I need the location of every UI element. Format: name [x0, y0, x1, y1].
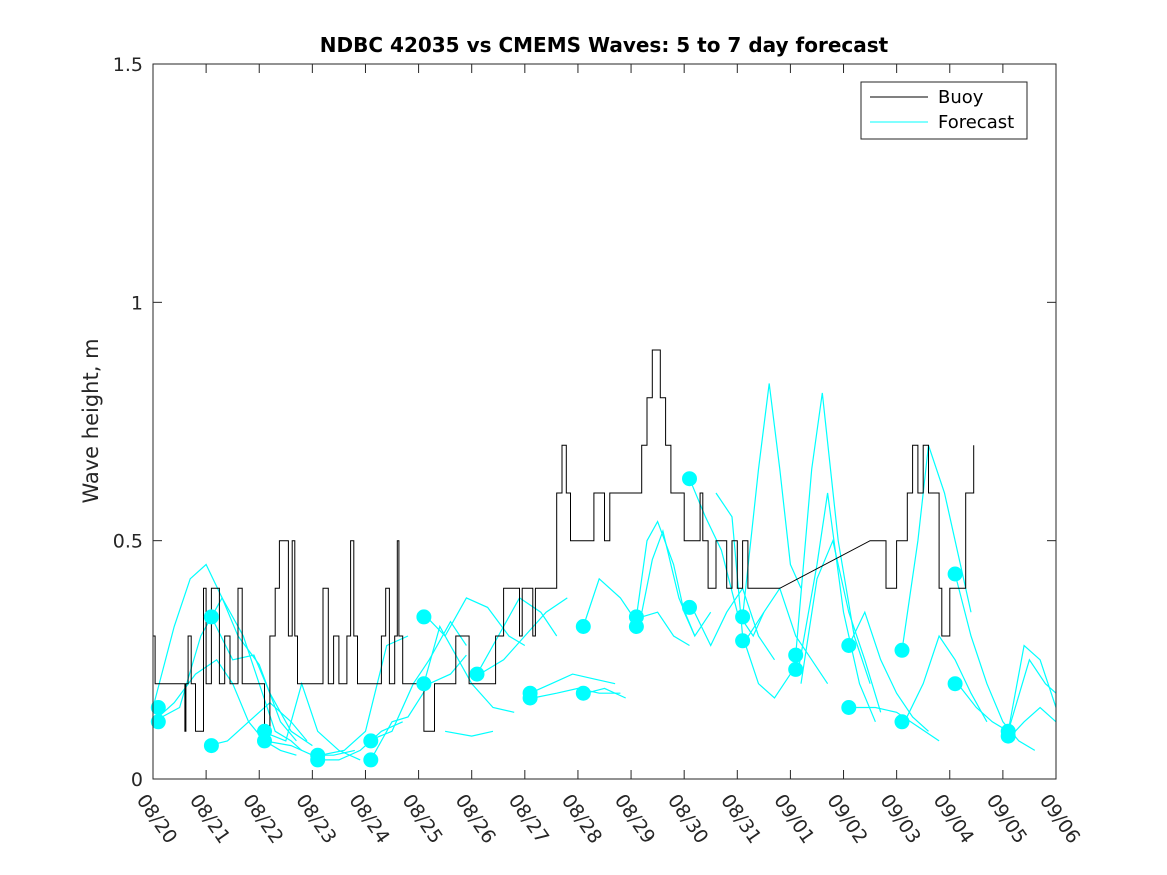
forecast-marker-7 — [310, 752, 326, 768]
forecast-run-28 — [795, 392, 871, 684]
forecast-run-26 — [742, 383, 802, 617]
forecast-run-5 — [261, 681, 361, 761]
forecast-marker-23 — [788, 647, 804, 663]
x-tick-label-1: 08/21 — [185, 790, 234, 847]
x-tick-label-15: 09/04 — [929, 790, 978, 847]
forecast-run-24 — [691, 586, 775, 661]
y-tick-label-0: 0 — [131, 769, 143, 791]
forecast-marker-29 — [947, 566, 963, 582]
forecast-marker-2 — [203, 609, 219, 625]
forecast-run-16 — [529, 673, 616, 694]
series-layer — [150, 349, 1057, 768]
y-tick-label-1: 0.5 — [113, 531, 143, 553]
forecast-marker-30 — [947, 676, 963, 692]
x-tick-label-7: 08/27 — [504, 790, 553, 847]
x-tick-label-5: 08/25 — [397, 790, 446, 847]
x-tick-label-4: 08/24 — [344, 790, 393, 847]
x-tick-label-16: 09/05 — [982, 790, 1031, 847]
forecast-run-4 — [210, 616, 313, 747]
x-tick-label-12: 09/01 — [769, 790, 818, 847]
forecast-marker-25 — [841, 638, 857, 653]
y-tick-label-3: 1.5 — [113, 54, 143, 76]
x-tick-label-6: 08/26 — [451, 790, 500, 847]
forecast-run-37 — [1007, 644, 1057, 732]
forecast-run-21 — [638, 529, 712, 638]
x-tick-label-14: 09/03 — [876, 790, 925, 847]
forecast-marker-5 — [257, 733, 272, 749]
y-axis-label: Wave height, m — [79, 338, 103, 503]
forecast-marker-27 — [894, 642, 910, 658]
forecast-run-38 — [1010, 706, 1057, 737]
plot-area — [153, 64, 1056, 779]
forecast-marker-10 — [416, 609, 432, 625]
forecast-marker-9 — [363, 752, 379, 768]
forecast-run-12 — [426, 597, 526, 647]
forecast-run-13 — [444, 730, 494, 737]
legend: Buoy Forecast — [860, 81, 1028, 140]
x-tick-label-17: 09/06 — [1035, 790, 1084, 847]
forecast-marker-28 — [894, 714, 910, 730]
forecast-marker-32 — [1000, 728, 1016, 744]
forecast-run-18 — [582, 577, 637, 627]
forecast-marker-22 — [735, 633, 751, 649]
plot-background — [153, 64, 1056, 779]
forecast-run-30 — [800, 538, 882, 713]
legend-box — [860, 81, 1028, 140]
forecast-run-22 — [641, 611, 690, 647]
chart-title: NDBC 42035 vs CMEMS Waves: 5 to 7 day fo… — [320, 33, 889, 57]
forecast-marker-24 — [788, 661, 804, 677]
forecast-marker-14 — [522, 690, 538, 706]
forecast-run-0 — [152, 563, 303, 751]
x-tick-label-3: 08/23 — [291, 790, 340, 847]
forecast-run-3 — [208, 701, 308, 747]
forecast-marker-8 — [363, 733, 379, 749]
axes-box — [152, 63, 1057, 780]
forecast-marker-18 — [628, 619, 644, 634]
forecast-marker-15 — [575, 619, 591, 634]
forecast-run-27 — [744, 586, 829, 685]
forecast-marker-20 — [682, 599, 697, 615]
forecast-run-11 — [423, 624, 515, 713]
forecast-run-9 — [367, 620, 467, 742]
forecast-marker-21 — [735, 609, 751, 625]
forecast-marker-11 — [416, 676, 432, 692]
buoy-line — [153, 349, 975, 732]
forecast-run-10 — [370, 654, 467, 761]
y-tick-label-2: 1 — [131, 292, 143, 314]
axes-layer — [152, 63, 1057, 780]
forecast-run-34 — [904, 634, 988, 723]
x-tick-label-2: 08/22 — [238, 790, 287, 847]
forecast-run-8 — [320, 635, 409, 756]
forecast-run-19 — [585, 687, 626, 699]
legend-forecast-label: Forecast — [938, 112, 1014, 133]
x-tick-label-0: 08/20 — [132, 790, 181, 847]
forecast-run-32 — [851, 706, 940, 742]
forecast-run-25 — [715, 492, 791, 699]
x-tick-label-10: 08/30 — [663, 790, 712, 847]
legend-buoy-label: Buoy — [938, 87, 984, 108]
forecast-marker-3 — [203, 738, 219, 754]
forecast-marker-26 — [841, 700, 857, 715]
x-tick-label-11: 08/31 — [716, 790, 765, 847]
forecast-run-2 — [152, 596, 297, 742]
forecast-marker-12 — [469, 666, 485, 682]
forecast-marker-19 — [682, 471, 697, 487]
forecast-run-31 — [848, 610, 929, 732]
forecast-marker-16 — [575, 685, 591, 701]
forecast-marker-1 — [150, 714, 166, 730]
x-tick-label-8: 08/28 — [557, 790, 606, 847]
forecast-run-35 — [954, 573, 1036, 751]
x-tick-label-13: 09/02 — [822, 790, 871, 847]
x-tick-label-9: 08/29 — [610, 790, 659, 847]
